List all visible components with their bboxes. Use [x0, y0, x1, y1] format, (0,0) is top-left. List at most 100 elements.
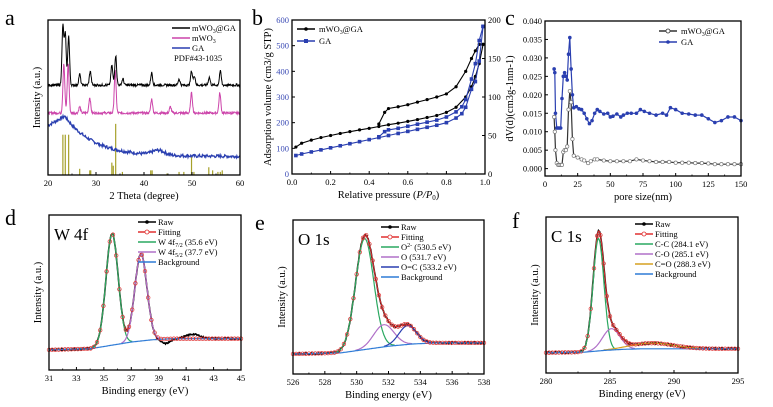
data-point: [640, 158, 646, 163]
fitting-point: [187, 336, 192, 341]
data-point: [444, 120, 449, 125]
data-point: [406, 129, 410, 134]
fitting-point: [181, 336, 186, 341]
fitting-point: [588, 306, 593, 311]
panel-e: e 526 528 530 532 534 536 538 Binding energy (eV…: [255, 210, 490, 401]
fitting-point: [572, 350, 577, 355]
fitting-point: [53, 347, 58, 352]
y-right-tick-label: 150: [488, 54, 501, 64]
fitting-point: [662, 341, 667, 347]
data-point: [435, 95, 439, 99]
data-point: [725, 162, 730, 167]
fitting-point: [604, 294, 609, 299]
data-point: [574, 104, 579, 109]
fitting-point: [383, 313, 388, 318]
panel-c-frame: [544, 20, 742, 177]
data-point: [386, 106, 391, 111]
y-right-tick-label: 50: [488, 131, 497, 141]
fitting-point: [418, 334, 423, 340]
fitting-point: [675, 343, 680, 349]
fitting-point: [614, 327, 619, 332]
data-point: [473, 61, 478, 66]
fitting-point: [210, 336, 215, 341]
x-tick-label: 534: [414, 377, 428, 387]
x-tick-label: 538: [478, 377, 491, 387]
data-point: [348, 141, 352, 146]
fitting-point: [303, 351, 308, 356]
data-point: [319, 148, 323, 152]
data-point: [444, 92, 448, 96]
fitting-point: [165, 336, 170, 342]
data-point: [621, 113, 626, 117]
fitting-point: [430, 340, 436, 345]
fitting-point: [158, 336, 164, 342]
fitting-point: [659, 341, 664, 346]
y-axis-label: Intensity (a.u.): [33, 261, 44, 323]
data-point: [565, 78, 570, 82]
data-point: [396, 121, 400, 125]
fitting-point: [235, 336, 240, 341]
x-tick-label: 1.0: [480, 177, 491, 187]
data-point: [621, 159, 626, 164]
fitting-point: [716, 346, 721, 351]
data-point: [569, 100, 574, 105]
fitting-point: [329, 350, 334, 356]
y-tick-label: 0.015: [523, 108, 542, 118]
y-axis-label: Adsorption volume (cm3/g STP): [263, 28, 274, 166]
fitting-point: [411, 327, 417, 332]
y-tick-label: 300: [276, 92, 289, 102]
y-tick-label: 400: [276, 66, 289, 76]
fitting-point: [120, 314, 125, 320]
x-tick-label: 75: [639, 179, 648, 189]
data-point: [473, 79, 478, 84]
fitting-point: [313, 351, 318, 356]
fitting-point: [707, 346, 712, 351]
fitting-point: [190, 336, 196, 341]
data-point: [377, 122, 381, 126]
y-tick-label: 0.010: [523, 127, 542, 137]
fitting-point: [478, 340, 483, 346]
fitting-point: [322, 351, 327, 356]
fitting-point: [354, 272, 359, 277]
data-point: [464, 69, 468, 73]
fitting-point: [184, 336, 189, 341]
fitting-point: [601, 261, 606, 266]
series-O2-: [334, 238, 395, 354]
x-tick-label: 60: [236, 178, 245, 188]
x-tick-label: 0.4: [364, 177, 375, 187]
fitting-point: [59, 347, 64, 352]
data-point: [553, 111, 558, 116]
data-point: [348, 130, 352, 134]
y-tick-label: 600: [276, 15, 289, 25]
series-O=C: [383, 325, 432, 347]
legend-mWO3@GA-legend-marker: [665, 28, 671, 34]
data-point: [477, 59, 482, 63]
series-W 4f7/2: [91, 232, 133, 349]
fitting-point: [687, 345, 693, 350]
data-point: [454, 110, 458, 114]
data-point: [481, 24, 485, 29]
legend-label: Fitting: [158, 227, 181, 237]
legend-label: GA: [192, 43, 205, 53]
data-point: [415, 100, 420, 104]
data-point: [627, 159, 632, 164]
data-point: [611, 114, 615, 119]
data-point: [575, 155, 580, 160]
data-point: [396, 126, 400, 131]
data-point: [406, 119, 410, 123]
data-point: [444, 110, 448, 114]
x-tick-label: 532: [382, 377, 395, 387]
data-point: [460, 111, 464, 116]
fitting-point: [50, 347, 55, 352]
data-point: [396, 105, 400, 109]
pdf-annotation: PDF#43-1035: [174, 53, 222, 63]
data-point: [625, 111, 630, 116]
data-point: [700, 113, 704, 117]
fitting-point: [360, 235, 366, 240]
data-point: [582, 158, 587, 163]
data-point: [693, 113, 698, 117]
data-point: [415, 122, 420, 127]
series-background: [546, 348, 738, 354]
data-point: [558, 126, 563, 130]
fitting-point: [553, 350, 558, 355]
